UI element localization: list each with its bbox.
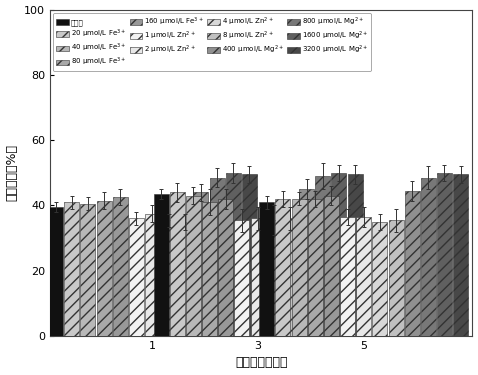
Bar xyxy=(340,217,355,336)
Bar xyxy=(437,173,452,336)
Bar xyxy=(421,178,436,336)
Bar xyxy=(145,214,160,336)
Bar xyxy=(113,197,128,336)
Bar xyxy=(315,176,330,336)
Bar xyxy=(170,192,185,336)
Bar xyxy=(153,194,169,336)
Bar xyxy=(453,174,468,336)
Bar xyxy=(129,219,144,336)
Y-axis label: 油脂含量（%）: 油脂含量（%） xyxy=(6,144,19,201)
Legend: 对照组, 20 μmol/L Fe$^{3+}$, 40 μmol/L Fe$^{3+}$, 80 μmol/L Fe$^{3+}$, 160 μmol/L F: 对照组, 20 μmol/L Fe$^{3+}$, 40 μmol/L Fe$^… xyxy=(54,13,371,71)
Bar xyxy=(299,189,314,336)
Bar xyxy=(324,196,339,336)
Bar xyxy=(194,192,208,336)
Bar xyxy=(259,202,274,336)
Bar xyxy=(267,220,282,336)
Bar xyxy=(202,202,217,336)
Bar xyxy=(186,196,201,336)
Bar xyxy=(242,174,257,336)
Bar xyxy=(218,199,233,336)
Bar xyxy=(177,222,192,336)
Bar xyxy=(292,199,306,336)
Bar xyxy=(161,220,176,336)
Bar xyxy=(389,220,403,336)
Bar xyxy=(80,204,96,336)
Bar xyxy=(64,202,79,336)
X-axis label: 诱导时间（天）: 诱导时间（天） xyxy=(235,357,287,369)
Bar xyxy=(348,174,362,336)
Bar xyxy=(308,199,323,336)
Bar xyxy=(234,220,250,336)
Bar xyxy=(356,217,371,336)
Bar xyxy=(405,191,420,336)
Bar xyxy=(209,178,225,336)
Bar xyxy=(250,219,266,336)
Bar xyxy=(331,173,347,336)
Bar xyxy=(226,173,241,336)
Bar xyxy=(283,219,298,336)
Bar xyxy=(275,199,291,336)
Bar xyxy=(97,201,111,336)
Bar xyxy=(372,222,387,336)
Bar xyxy=(48,207,63,336)
